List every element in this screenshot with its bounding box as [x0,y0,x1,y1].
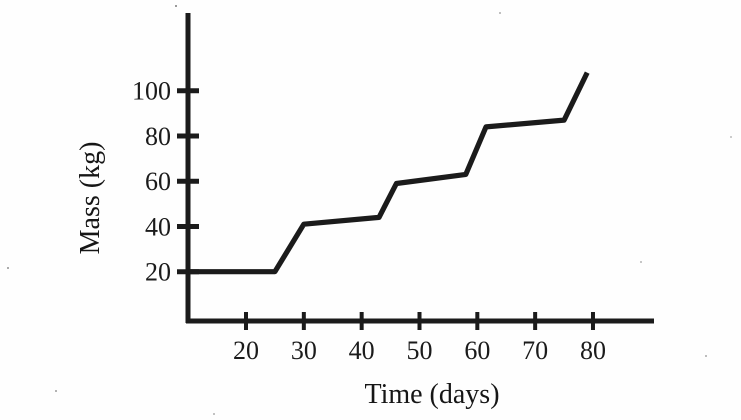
y-tick-label: 20 [145,258,171,287]
mass-growth-line [188,71,590,275]
y-tick-label: 100 [132,77,171,106]
y-tick-label: 80 [145,122,171,151]
x-axis-label: Time (days) [364,379,499,410]
x-tick-label: 80 [580,336,606,365]
y-axis-label: Mass (kg) [75,142,106,255]
ticks-layer [177,88,595,330]
x-tick-label: 20 [233,336,259,365]
tick-labels-layer: 20 40 60 80 100 20 30 40 50 60 70 80 [132,77,606,365]
x-tick-label: 50 [406,336,432,365]
x-tick-label: 40 [349,336,375,365]
data-series-layer [188,71,590,275]
y-tick-label: 40 [145,212,171,241]
y-tick-label: 60 [145,167,171,196]
x-tick-label: 60 [464,336,490,365]
x-tick-label: 70 [522,336,548,365]
axes-layer [185,13,654,324]
x-tick-label: 30 [291,336,317,365]
